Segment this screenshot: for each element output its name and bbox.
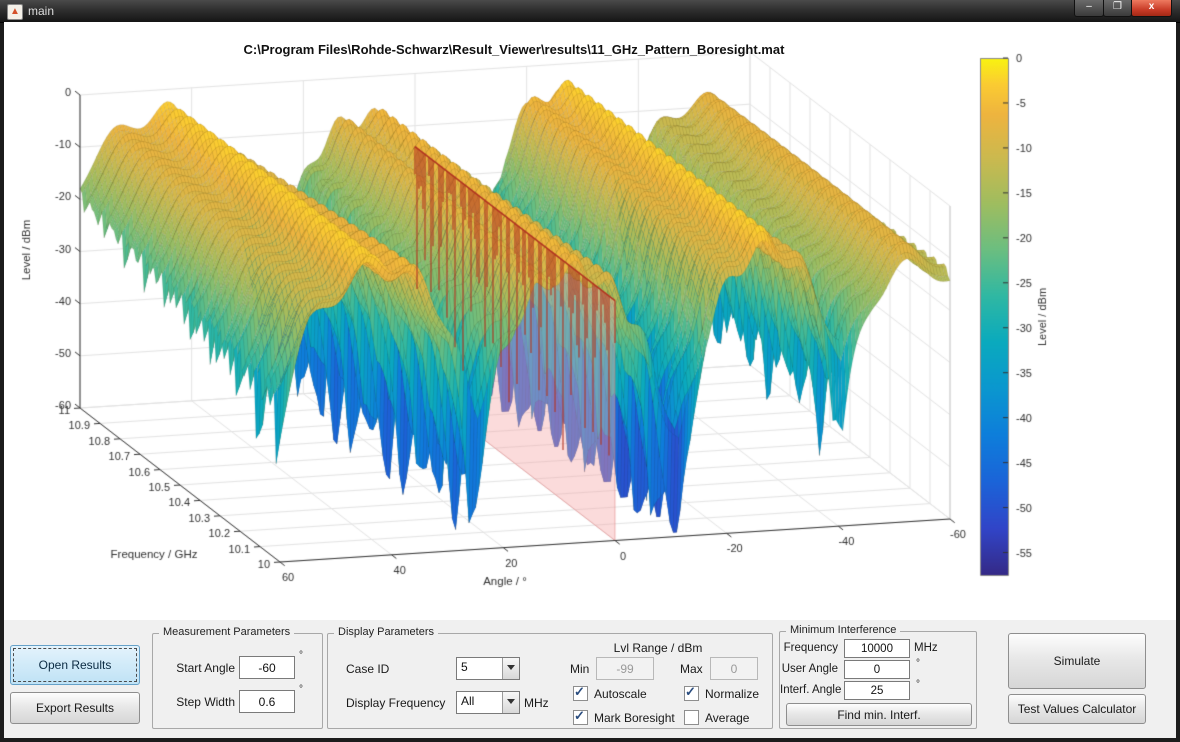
test-values-calculator-button[interactable]: Test Values Calculator — [1008, 694, 1146, 724]
checkbox-label: Normalize — [705, 686, 760, 701]
title-bar: ▲ main – ❐ x — [0, 0, 1180, 23]
mark-boresight-checkbox[interactable]: ✓ Mark Boresight — [573, 708, 675, 725]
maximize-button[interactable]: ❐ — [1103, 0, 1132, 17]
display-parameters-group: Display Parameters Case ID 5 Display Fre… — [327, 626, 773, 729]
matlab-icon: ▲ — [7, 4, 23, 20]
step-width-unit: ° — [299, 684, 303, 695]
interf-angle-unit: ° — [916, 679, 920, 690]
plot-title: C:\Program Files\Rohde-Schwarz\Result_Vi… — [243, 42, 785, 57]
normalize-checkbox[interactable]: ✓ Normalize — [684, 684, 760, 701]
user-angle-label: User Angle — [781, 663, 838, 675]
display-frequency-unit: MHz — [524, 696, 549, 710]
group-title: Display Parameters — [334, 626, 438, 638]
user-angle-field[interactable]: 0 — [844, 660, 910, 679]
close-button[interactable]: x — [1131, 0, 1172, 17]
average-checkbox[interactable]: ✓ Average — [684, 710, 749, 725]
display-frequency-label: Display Frequency — [346, 696, 446, 710]
checkbox-box[interactable]: ✓ — [684, 710, 699, 725]
min-field[interactable]: -99 — [596, 657, 654, 680]
min-label: Min — [570, 662, 590, 676]
minimum-interference-group: Minimum Interference Frequency 10000 MHz… — [779, 624, 977, 729]
figure-area: C:\Program Files\Rohde-Schwarz\Result_Vi… — [4, 22, 1176, 620]
max-label: Max — [680, 662, 703, 676]
find-min-interf-button[interactable]: Find min. Interf. — [786, 703, 972, 726]
autoscale-checkbox[interactable]: ✓ Autoscale — [573, 684, 647, 701]
interf-angle-field[interactable]: 25 — [844, 681, 910, 700]
group-title: Minimum Interference — [786, 624, 901, 636]
start-angle-label: Start Angle — [176, 661, 235, 675]
window-title: main — [28, 4, 55, 18]
case-id-dropdown[interactable]: 5 — [456, 657, 520, 680]
checkbox-label: Average — [705, 710, 750, 725]
checkbox-label: Autoscale — [594, 686, 647, 701]
interf-angle-label: Interf. Angle — [780, 684, 842, 696]
checkbox-box[interactable]: ✓ — [573, 684, 588, 701]
start-angle-unit: ° — [299, 650, 303, 661]
display-frequency-value: All — [461, 694, 475, 708]
frequency-field[interactable]: 10000 — [844, 639, 910, 658]
group-title: Measurement Parameters — [159, 626, 295, 638]
checkbox-label: Mark Boresight — [594, 710, 675, 725]
control-panel: Open Results Export Results Measurement … — [4, 620, 1176, 738]
chevron-down-icon[interactable] — [502, 658, 519, 679]
frequency-unit: MHz — [914, 642, 938, 654]
measurement-parameters-group: Measurement Parameters Start Angle -60 °… — [152, 626, 323, 729]
simulate-button[interactable]: Simulate — [1008, 633, 1146, 689]
surface-plot-canvas[interactable] — [4, 22, 1176, 620]
display-frequency-dropdown[interactable]: All — [456, 691, 520, 714]
checkbox-box[interactable]: ✓ — [573, 708, 588, 725]
export-results-button[interactable]: Export Results — [10, 692, 140, 724]
checkbox-box[interactable]: ✓ — [684, 684, 699, 701]
case-id-label: Case ID — [346, 662, 390, 676]
step-width-label: Step Width — [176, 695, 235, 709]
case-id-value: 5 — [461, 660, 468, 674]
minimize-button[interactable]: – — [1074, 0, 1104, 17]
lvl-range-title: Lvl Range / dBm — [613, 641, 703, 655]
user-angle-unit: ° — [916, 658, 920, 669]
frequency-label: Frequency — [783, 642, 838, 654]
open-results-button[interactable]: Open Results — [10, 645, 140, 685]
step-width-field[interactable]: 0.6 — [239, 690, 295, 713]
start-angle-field[interactable]: -60 — [239, 656, 295, 679]
chevron-down-icon[interactable] — [502, 692, 519, 713]
max-field[interactable]: 0 — [710, 657, 758, 680]
